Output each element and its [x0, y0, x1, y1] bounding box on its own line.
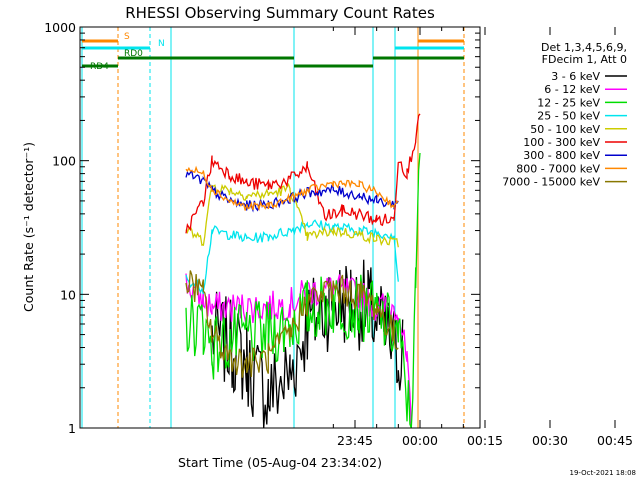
x-axis-label: Start Time (05-Aug-04 23:34:02) [178, 455, 382, 470]
legend-label: 50 - 100 keV [530, 123, 600, 136]
series-line [185, 270, 399, 378]
flag-label: N [158, 39, 165, 49]
x-tick-label: 00:15 [467, 433, 503, 448]
footer-timestamp: 19-Oct-2021 18:08 [570, 469, 636, 477]
y-tick-label: 100 [52, 154, 76, 169]
legend-label: 800 - 7000 keV [516, 162, 600, 175]
y-tick-label: 1000 [44, 20, 76, 35]
series-line [185, 152, 421, 429]
legend-label: 7000 - 15000 keV [502, 176, 600, 189]
x-tick-label: 00:30 [532, 433, 568, 448]
legend: Det 1,3,4,5,6,9,FDecim 1, Att 0 3 - 6 keV… [502, 41, 627, 189]
plot-frame [79, 26, 481, 429]
flag-label: RD4 [90, 62, 109, 72]
y-axis-label: Count Rate (s⁻¹ detector⁻¹) [21, 142, 36, 312]
series-line [185, 113, 421, 234]
x-tick-label: 23:45 [337, 433, 373, 448]
legend-label: 12 - 25 keV [537, 96, 600, 109]
legend-label: 25 - 50 keV [537, 110, 600, 123]
legend-header: FDecim 1, Att 0 [542, 53, 627, 66]
x-tick-label: 00:45 [597, 433, 633, 448]
legend-header: Det 1,3,4,5,6,9, [541, 41, 627, 54]
legend-label: 6 - 12 keV [544, 83, 600, 96]
series-line [185, 219, 399, 295]
series-line [185, 165, 399, 212]
legend-label: 100 - 300 keV [523, 136, 600, 149]
x-tick-label: 00:00 [402, 433, 438, 448]
plot-area: S N RD0 RD4 [81, 27, 465, 429]
chart-title: RHESSI Observing Summary Count Rates [125, 4, 435, 22]
flag-label: S [124, 32, 130, 42]
legend-label: 300 - 800 keV [523, 149, 600, 162]
y-tick-label: 10 [60, 287, 76, 302]
y-tick-label: 1 [68, 421, 76, 436]
legend-label: 3 - 6 keV [551, 70, 600, 83]
flag-label: RD0 [124, 49, 143, 59]
